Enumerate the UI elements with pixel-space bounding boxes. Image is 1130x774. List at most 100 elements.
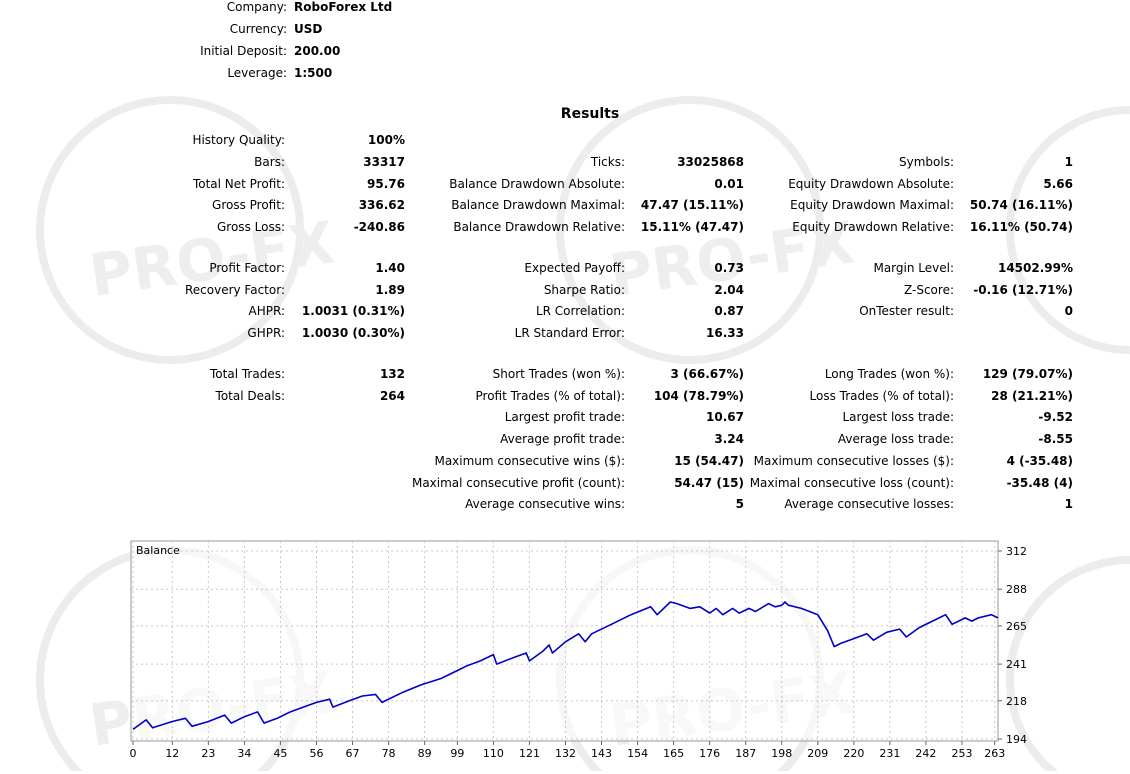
ontester-result-label: OnTester result: <box>859 304 954 318</box>
long-trades-value: 129 (79.07%) <box>982 367 1073 381</box>
lr-standard-error-value: 16.33 <box>706 326 744 340</box>
balance-drawdown-absolute-value: 0.01 <box>714 177 744 191</box>
profit-factor-value: 1.40 <box>375 261 405 275</box>
x-tick-label: 12 <box>165 747 179 760</box>
x-tick-label: 67 <box>346 747 360 760</box>
maximal-consecutive-profit-label: Maximal consecutive profit (count): <box>411 476 625 490</box>
symbols-value: 1 <box>1064 155 1073 169</box>
loss-trades-value: 28 (21.21%) <box>991 389 1073 403</box>
max-consecutive-losses-value: 4 (-35.48) <box>1006 454 1073 468</box>
profit-factor-label: Profit Factor: <box>209 261 285 275</box>
x-tick-label: 23 <box>201 747 215 760</box>
largest-profit-trade-value: 10.67 <box>706 410 744 424</box>
symbols-label: Symbols: <box>899 155 954 169</box>
z-score-value: -0.16 (12.71%) <box>973 283 1073 297</box>
total-trades-value: 132 <box>379 367 405 381</box>
initial-deposit-label: Initial Deposit: <box>200 44 287 58</box>
company-label: Company: <box>226 0 287 14</box>
total-deals-label: Total Deals: <box>215 389 285 403</box>
total-trades-label: Total Trades: <box>210 367 285 381</box>
recovery-factor-value: 1.89 <box>375 283 405 297</box>
x-tick-label: 121 <box>519 747 540 760</box>
max-consecutive-wins-label: Maximum consecutive wins ($): <box>434 454 625 468</box>
average-consecutive-wins-label: Average consecutive wins: <box>465 497 625 511</box>
maximal-consecutive-profit-value: 54.47 (15) <box>674 476 744 490</box>
balance-drawdown-absolute-label: Balance Drawdown Absolute: <box>449 177 625 191</box>
x-tick-label: 154 <box>627 747 648 760</box>
chart-plot-area <box>130 540 999 742</box>
ghpr-value: 1.0030 (0.30%) <box>301 326 405 340</box>
x-tick-label: 220 <box>843 747 864 760</box>
results-title: Results <box>560 106 620 122</box>
expected-payoff-label: Expected Payoff: <box>524 261 625 275</box>
profit-trades-label: Profit Trades (% of total): <box>475 389 625 403</box>
y-tick-label: 218 <box>1006 695 1027 708</box>
balance-line <box>132 601 999 731</box>
equity-drawdown-maximal-value: 50.74 (16.11%) <box>969 198 1073 212</box>
x-tick-label: 143 <box>591 747 612 760</box>
x-tick-label: 45 <box>273 747 287 760</box>
margin-level-label: Margin Level: <box>873 261 954 275</box>
y-tick-label: 312 <box>1006 545 1027 558</box>
y-tick-label: 288 <box>1006 583 1027 596</box>
margin-level-value: 14502.99% <box>997 261 1073 275</box>
x-tick-label: 253 <box>951 747 972 760</box>
maximal-consecutive-loss-label: Maximal consecutive loss (count): <box>749 476 954 490</box>
x-tick-label: 187 <box>735 747 756 760</box>
largest-profit-trade-label: Largest profit trade: <box>504 410 625 424</box>
sharpe-ratio-label: Sharpe Ratio: <box>543 283 625 297</box>
x-tick-label: 176 <box>699 747 720 760</box>
ahpr-label: AHPR: <box>248 304 285 318</box>
ontester-result-value: 0 <box>1064 304 1073 318</box>
long-trades-label: Long Trades (won %): <box>824 367 954 381</box>
x-tick-label: 231 <box>879 747 900 760</box>
leverage-value: 1:500 <box>294 66 333 80</box>
average-loss-trade-label: Average loss trade: <box>837 432 954 446</box>
x-tick-label: 209 <box>807 747 828 760</box>
bars-label: Bars: <box>254 155 285 169</box>
equity-drawdown-maximal-label: Equity Drawdown Maximal: <box>790 198 954 212</box>
ticks-label: Ticks: <box>590 155 625 169</box>
company-value: RoboForex Ltd <box>294 0 393 14</box>
max-consecutive-losses-label: Maximum consecutive losses ($): <box>753 454 954 468</box>
y-tick-label: 265 <box>1006 620 1027 633</box>
x-tick-label: 242 <box>915 747 936 760</box>
x-tick-label: 263 <box>984 747 1005 760</box>
expected-payoff-value: 0.73 <box>714 261 744 275</box>
short-trades-label: Short Trades (won %): <box>492 367 625 381</box>
lr-correlation-value: 0.87 <box>714 304 744 318</box>
equity-drawdown-relative-label: Equity Drawdown Relative: <box>792 220 954 234</box>
x-tick-label: 198 <box>771 747 792 760</box>
x-tick-label: 110 <box>483 747 504 760</box>
ticks-value: 33025868 <box>677 155 744 169</box>
chart-title: Balance <box>136 544 180 557</box>
recovery-factor-label: Recovery Factor: <box>184 283 285 297</box>
loss-trades-label: Loss Trades (% of total): <box>809 389 955 403</box>
short-trades-value: 3 (66.67%) <box>670 367 744 381</box>
average-profit-trade-label: Average profit trade: <box>500 432 625 446</box>
average-loss-trade-value: -8.55 <box>1038 432 1073 446</box>
x-tick-label: 78 <box>382 747 396 760</box>
ahpr-value: 1.0031 (0.31%) <box>301 304 405 318</box>
x-tick-label: 132 <box>555 747 576 760</box>
balance-drawdown-relative-label: Balance Drawdown Relative: <box>453 220 625 234</box>
average-consecutive-wins-value: 5 <box>735 497 744 511</box>
ghpr-label: GHPR: <box>247 326 285 340</box>
lr-correlation-label: LR Correlation: <box>535 304 625 318</box>
max-consecutive-wins-value: 15 (54.47) <box>674 454 744 468</box>
maximal-consecutive-loss-value: -35.48 (4) <box>1006 476 1073 490</box>
equity-drawdown-relative-value: 16.11% (50.74) <box>969 220 1073 234</box>
bars-value: 33317 <box>363 155 405 169</box>
average-consecutive-losses-label: Average consecutive losses: <box>784 497 954 511</box>
largest-loss-trade-label: Largest loss trade: <box>842 410 954 424</box>
x-tick-label: 89 <box>418 747 432 760</box>
balance-chart-svg: 0 12 23 34 45 56 67 78 89 99 110 121 132 143 154 165 176… <box>130 540 1027 760</box>
average-profit-trade-value: 3.24 <box>714 432 744 446</box>
equity-drawdown-absolute-value: 5.66 <box>1043 177 1073 191</box>
history-quality-label: History Quality: <box>192 133 285 147</box>
balance-drawdown-maximal-label: Balance Drawdown Maximal: <box>451 198 625 212</box>
sharpe-ratio-value: 2.04 <box>714 283 744 297</box>
gross-profit-label: Gross Profit: <box>212 198 285 212</box>
average-consecutive-losses-value: 1 <box>1064 497 1073 511</box>
x-tick-label: 34 <box>237 747 251 760</box>
